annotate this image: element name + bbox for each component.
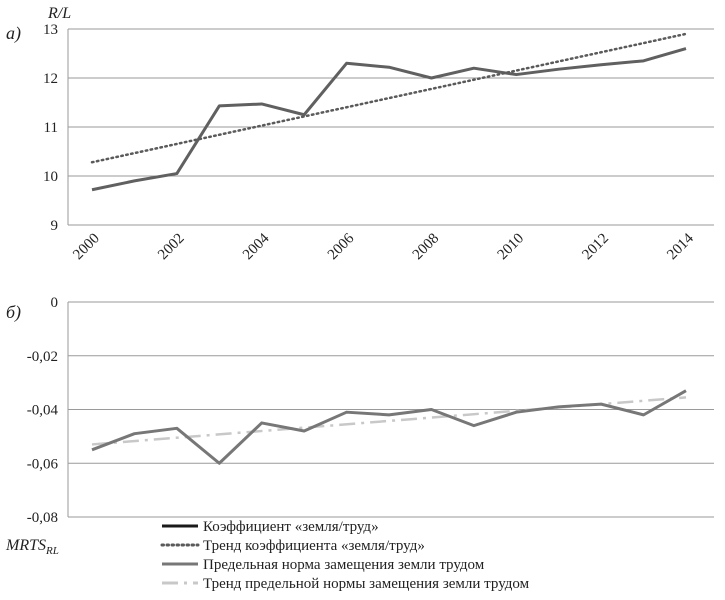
panel-a-gridlines (67, 28, 714, 226)
panel-a-x-tick-label: 2000 (70, 231, 103, 264)
panel-a-x-tick-label: 2008 (410, 231, 443, 264)
panel-a-trend-line (90, 32, 688, 164)
panel-b-y-tick-label: -0,08 (27, 510, 58, 526)
panel-b-label: б) (6, 302, 21, 323)
panel-b-y-tick-label: -0,02 (27, 349, 58, 365)
panel-b-y-tick-label: -0,06 (27, 456, 59, 472)
legend-label: Тренд предельной нормы замещения земли т… (203, 576, 530, 592)
panel-a-y-tick-label: 13 (43, 22, 58, 38)
chart-b: б) -0,08 -0,06 -0,04 -0,02 0 MRTSRL (5, 295, 714, 557)
panel-b-series (91, 389, 687, 465)
panel-a-x-tick-label: 2002 (155, 231, 188, 264)
panel-a-label: а) (6, 23, 21, 44)
panel-a-y-tick-label: 11 (44, 120, 58, 136)
panel-a-y-tick-label: 12 (43, 71, 58, 87)
legend-label: Предельная норма замещения земли трудом (203, 557, 485, 573)
panel-b-gridlines (67, 301, 714, 518)
panel-b-series-mrts-line (91, 389, 687, 465)
panel-a-x-tick-label: 2004 (240, 230, 273, 263)
chart-a: а) R/L 9 10 11 12 13 2000 2002 2004 2006 2008 201… (6, 5, 714, 263)
panel-a-y-tick-label: 9 (51, 218, 59, 234)
panel-b-y-ticks: -0,08 -0,06 -0,04 -0,02 0 (27, 295, 59, 526)
legend-label: Тренд коэффициента «земля/труд» (203, 538, 425, 554)
panel-b-y-axis-title: MRTSRL (5, 537, 59, 557)
panel-b-y-axis-title-sub: RL (45, 545, 59, 557)
panel-b-y-tick-label: 0 (51, 295, 59, 311)
panel-a-series-ratio-line (91, 47, 687, 192)
panel-a-y-ticks: 9 10 11 12 13 (43, 22, 58, 234)
panel-b-y-tick-label: -0,04 (27, 403, 59, 419)
panel-a-x-tick-label: 2012 (579, 231, 612, 264)
panel-b-y-axis-title-main: MRTS (5, 537, 46, 554)
panel-a-series (90, 32, 688, 192)
panel-a-x-tick-label: 2006 (325, 230, 358, 263)
legend-label: Коэффициент «земля/труд» (203, 519, 379, 535)
legend: Коэффициент «земля/труд» Тренд коэффициен… (160, 519, 530, 592)
panel-a-y-tick-label: 10 (43, 169, 58, 185)
panel-a-y-axis-title: R/L (47, 5, 71, 22)
panel-a-x-tick-label: 2010 (495, 231, 528, 264)
panel-a-x-ticks: 2000 2002 2004 2006 2008 2010 2012 2014 (70, 230, 697, 263)
panel-a-x-tick-label: 2014 (664, 230, 697, 263)
